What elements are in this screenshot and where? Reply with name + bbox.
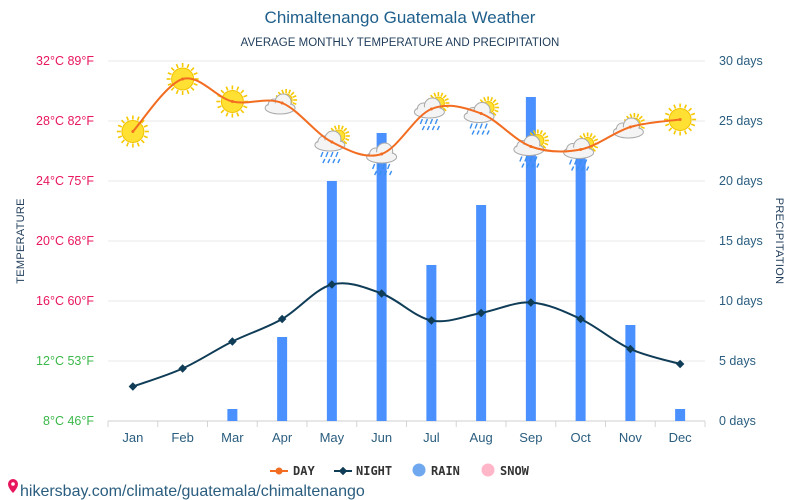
night-point-oct	[576, 314, 585, 324]
rain-sun-icon	[463, 96, 500, 135]
chart-title: Chimaltenango Guatemala Weather	[265, 8, 536, 27]
x-tick-label-jan: Jan	[122, 430, 143, 445]
night-point-aug	[476, 308, 486, 318]
day-point-sep	[529, 145, 533, 148]
footer-link[interactable]: hikersbay.com/climate/guatemala/chimalte…	[8, 479, 365, 500]
weather-icons	[116, 63, 697, 176]
rain-bar-sep	[525, 97, 536, 421]
temperature-lines	[128, 77, 685, 391]
x-tick-label-nov: Nov	[619, 430, 643, 445]
day-point-jul	[429, 107, 433, 111]
legend-night-label: NIGHT	[356, 464, 392, 478]
legend-rain-label: RAIN	[431, 464, 460, 478]
x-tick-label-aug: Aug	[470, 430, 493, 445]
legend-rain[interactable]: RAIN	[412, 463, 460, 479]
left-tick-label-4: 16°C 60°F	[36, 294, 94, 308]
rain-bar-dec	[675, 409, 686, 421]
left-tick-label-6: 8°C 46°F	[43, 414, 94, 428]
rain-bar-apr	[277, 337, 288, 421]
day-point-mar	[230, 100, 234, 103]
rain-bar-nov	[625, 325, 636, 421]
sun-icon	[664, 103, 697, 136]
day-point-jan	[131, 130, 135, 133]
night-point-feb	[178, 364, 187, 373]
rain-bars	[227, 97, 686, 421]
grid-lines	[107, 60, 706, 427]
axis-ticks: 32°C 89°F 28°C 82°F 24°C 75°F 20°C 68°F 16°C…	[36, 54, 763, 445]
x-tick-label-oct: Oct	[571, 430, 592, 445]
day-point-aug	[479, 112, 483, 115]
legend-day-label: DAY	[293, 464, 315, 478]
day-point-dec	[678, 118, 682, 121]
night-point-mar	[228, 337, 237, 346]
right-tick-label-3: 15 days	[719, 234, 763, 248]
left-tick-label-2: 24°C 75°F	[36, 174, 94, 188]
right-tick-label-5: 5 days	[719, 354, 756, 368]
footer-url: hikersbay.com/climate/guatemala/chimalte…	[20, 483, 365, 500]
x-tick-label-may: May	[320, 430, 345, 445]
legend-snow[interactable]: SNOW	[481, 463, 530, 479]
rain-bar-jun	[376, 133, 387, 421]
x-tick-label-jun: Jun	[371, 430, 392, 445]
day-point-may	[330, 140, 334, 144]
night-temperature-line	[132, 282, 681, 388]
day-point-nov	[628, 125, 632, 129]
legend-day[interactable]: DAY	[270, 464, 315, 478]
rain-bar-oct	[575, 157, 586, 421]
night-point-jun	[377, 289, 386, 298]
left-axis-title: TEMPERATURE	[15, 198, 27, 284]
legend-day-marker-icon	[275, 467, 283, 475]
right-tick-label-4: 10 days	[719, 294, 763, 308]
x-tick-label-apr: Apr	[272, 430, 293, 445]
x-tick-label-feb: Feb	[171, 430, 193, 445]
night-point-jul	[427, 316, 436, 325]
map-pin-icon	[8, 479, 18, 493]
day-point-jun	[380, 152, 384, 156]
right-tick-label-2: 20 days	[719, 174, 763, 188]
right-tick-label-1: 25 days	[719, 114, 763, 128]
legend-snow-icon	[481, 463, 495, 477]
night-point-nov	[626, 344, 635, 354]
night-point-sep	[526, 298, 536, 307]
rain-sun-icon	[413, 92, 450, 131]
rain-bar-may	[326, 181, 337, 421]
left-tick-label-5: 12°C 53°F	[36, 354, 94, 368]
night-point-dec	[675, 359, 685, 369]
left-tick-label-0: 32°C 89°F	[36, 54, 94, 68]
chart-subtitle: AVERAGE MONTHLY TEMPERATURE AND PRECIPIT…	[241, 37, 560, 49]
legend: DAY NIGHT RAIN SNOW	[270, 463, 530, 479]
legend-snow-label: SNOW	[500, 464, 530, 478]
rain-sun-icon	[563, 132, 599, 171]
right-axis-title: PRECIPITATION	[773, 198, 785, 285]
day-point-feb	[181, 77, 185, 81]
night-point-may	[327, 280, 337, 289]
night-point-jan	[128, 382, 138, 391]
rain-bar-jul	[426, 265, 437, 421]
left-tick-label-3: 20°C 68°F	[36, 234, 94, 248]
partly-cloudy-icon	[264, 89, 298, 115]
legend-night[interactable]: NIGHT	[334, 464, 392, 478]
rain-sun-icon	[314, 125, 350, 164]
x-tick-label-jul: Jul	[423, 430, 440, 445]
day-point-apr	[280, 101, 284, 105]
x-tick-label-mar: Mar	[221, 430, 244, 445]
night-point-apr	[277, 314, 287, 324]
left-tick-label-1: 28°C 82°F	[36, 114, 94, 128]
right-tick-label-0: 30 days	[719, 54, 763, 68]
legend-night-marker-icon	[338, 466, 348, 476]
x-tick-label-sep: Sep	[519, 430, 542, 445]
legend-rain-icon	[412, 463, 426, 477]
x-tick-label-dec: Dec	[669, 430, 693, 445]
right-tick-label-6: 0 days	[719, 414, 756, 428]
rain-bar-mar	[227, 409, 238, 421]
day-point-oct	[579, 148, 583, 151]
